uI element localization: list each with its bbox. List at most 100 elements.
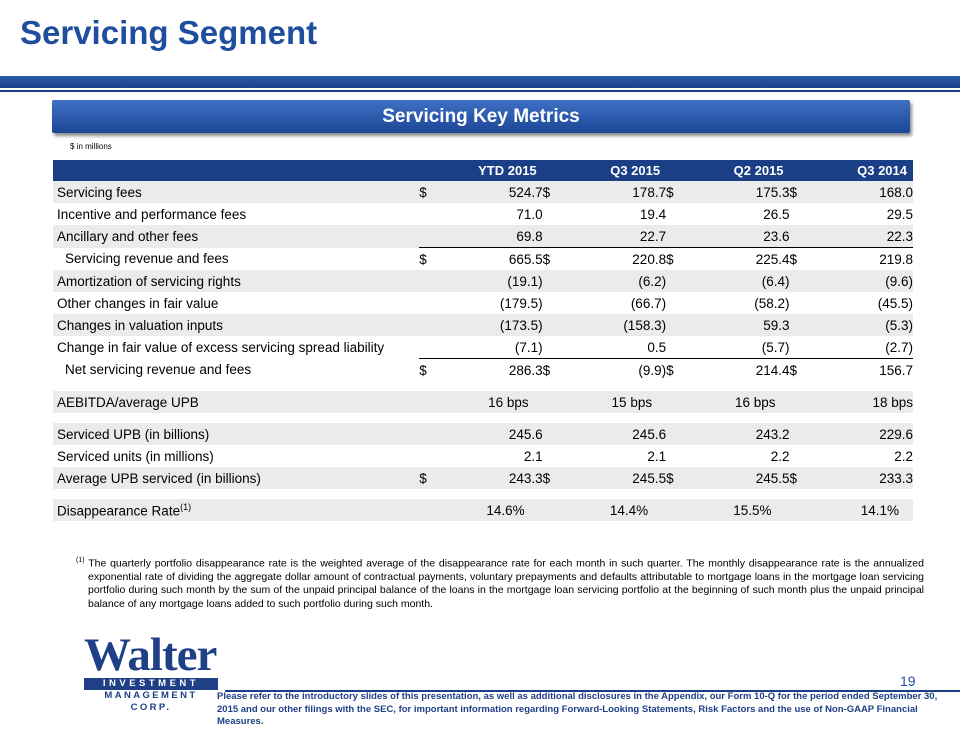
cell-value: 59.3 — [686, 314, 790, 336]
logo-subtitle: MANAGEMENT CORP. — [104, 690, 198, 713]
cell-value: (7.1) — [514, 339, 543, 355]
company-logo: Walter INVESTMENT MANAGEMENT CORP. — [84, 632, 218, 713]
footnote-text: The quarterly portfolio disappearance ra… — [88, 557, 924, 610]
cell-value: 229.6 — [809, 423, 913, 445]
table-row: Serviced units (in millions) 2.1 2.1 2.2… — [53, 445, 913, 467]
cell-value: 22.3 — [809, 225, 913, 248]
table-row: Change in fair value of excess servicing… — [53, 336, 913, 359]
cell-value: (6.2) — [562, 270, 667, 292]
row-label: Ancillary and other fees — [53, 225, 420, 248]
column-header: Q2 2015 — [666, 160, 790, 181]
cell-value: 214.4 — [686, 358, 790, 381]
cell-value: 220.8 — [562, 247, 667, 270]
cell-value: 524.7 — [439, 181, 543, 203]
cell-value: (173.5) — [439, 314, 543, 336]
cell-value: 156.7 — [809, 358, 913, 381]
currency-sign: $ — [666, 181, 687, 203]
cell-value: 219.8 — [809, 247, 913, 270]
row-label: Net servicing revenue and fees — [65, 362, 252, 378]
row-label: Average UPB serviced (in billions) — [53, 467, 420, 489]
cell-value: 18 bps — [789, 391, 913, 413]
cell-value: 243.2 — [686, 423, 790, 445]
section-banner: Servicing Key Metrics — [52, 100, 910, 133]
table-header-row: YTD 2015 Q3 2015 Q2 2015 Q3 2014 — [53, 160, 913, 181]
table-row: Servicing fees $ 524.7 $ 178.7 $ 175.3 $… — [53, 181, 913, 203]
table-row: Incentive and performance fees 71.0 19.4… — [53, 203, 913, 225]
cell-value: 665.5 — [439, 247, 543, 270]
cell-value: (5.3) — [809, 314, 913, 336]
cell-value: 245.6 — [439, 423, 543, 445]
cell-value: 14.1% — [789, 499, 913, 521]
cell-value: (6.4) — [686, 270, 790, 292]
cell-value: 15 bps — [542, 391, 667, 413]
cell-value: 178.7 — [562, 181, 667, 203]
cell-value: 225.4 — [686, 247, 790, 270]
cell-value: 69.8 — [439, 225, 543, 248]
title-rule — [0, 76, 960, 88]
logo-band: INVESTMENT — [84, 678, 218, 690]
cell-value: 15.5% — [666, 499, 790, 521]
cell-value: 2.2 — [894, 448, 913, 464]
footnote-ref: (1) — [180, 501, 192, 512]
cell-value: 19.4 — [639, 206, 667, 222]
cell-value: 14.6% — [419, 499, 543, 521]
cell-value: 2.1 — [523, 448, 543, 464]
table-row: Ancillary and other fees 69.8 22.7 23.6 … — [53, 225, 913, 248]
cell-value: (158.3) — [562, 314, 667, 336]
row-label: Servicing revenue and fees — [65, 251, 229, 267]
cell-value: (58.2) — [754, 295, 790, 311]
currency-sign: $ — [789, 467, 810, 489]
cell-value: 26.5 — [763, 206, 790, 222]
row-label: Serviced UPB (in billions) — [53, 423, 420, 445]
column-header: Q3 2014 — [789, 160, 913, 181]
cell-value: (9.9) — [562, 358, 667, 381]
table-row: Serviced UPB (in billions) 245.6 245.6 2… — [53, 423, 913, 445]
cell-value: (2.7) — [885, 339, 913, 355]
table-row: AEBITDA/average UPB 16 bps 15 bps 16 bps… — [53, 391, 913, 413]
currency-sign: $ — [666, 247, 687, 270]
currency-sign: $ — [789, 358, 810, 381]
cell-value: 0.5 — [647, 339, 667, 355]
cell-value: 245.5 — [562, 467, 667, 489]
table-row: Disappearance Rate(1) 14.6% 14.4% 15.5% … — [53, 499, 913, 521]
cell-value: 29.5 — [886, 206, 913, 222]
cell-value: 245.5 — [686, 467, 790, 489]
cell-value: (45.5) — [877, 295, 913, 311]
currency-sign: $ — [419, 247, 440, 270]
row-label: Change in fair value of excess servicing… — [57, 339, 385, 355]
row-label: Disappearance Rate(1) — [53, 499, 420, 521]
cell-value: (179.5) — [499, 295, 543, 311]
row-label-text: Disappearance Rate — [57, 503, 181, 519]
page-title: Servicing Segment — [20, 14, 318, 51]
cell-value: 245.6 — [562, 423, 667, 445]
cell-value: 71.0 — [516, 206, 543, 222]
column-header: Q3 2015 — [542, 160, 667, 181]
table-row: Changes in valuation inputs (173.5) (158… — [53, 314, 913, 336]
currency-sign: $ — [542, 467, 563, 489]
row-label: AEBITDA/average UPB — [53, 391, 420, 413]
page-number: 19 — [900, 673, 916, 689]
footnote: (1) The quarterly portfolio disappearanc… — [76, 554, 924, 611]
cell-value: 286.3 — [439, 358, 543, 381]
cell-value: 168.0 — [809, 181, 913, 203]
footer-rule — [225, 690, 960, 692]
cell-value: 175.3 — [686, 181, 790, 203]
column-header: YTD 2015 — [419, 160, 543, 181]
currency-sign: $ — [666, 358, 687, 381]
cell-value: 22.7 — [562, 225, 667, 248]
cell-value: 233.3 — [809, 467, 913, 489]
currency-sign: $ — [542, 181, 563, 203]
row-label: Incentive and performance fees — [57, 206, 247, 222]
table-row: Average UPB serviced (in billions) $ 243… — [53, 467, 913, 489]
cell-value: 14.4% — [542, 499, 667, 521]
row-label: Amortization of servicing rights — [53, 270, 420, 292]
row-label: Serviced units (in millions) — [57, 448, 214, 464]
currency-sign: $ — [419, 181, 440, 203]
currency-sign: $ — [789, 247, 810, 270]
disclaimer: Please refer to the introductory slides … — [217, 691, 938, 727]
table-row: Other changes in fair value (179.5) (66.… — [53, 292, 913, 314]
cell-value: (19.1) — [439, 270, 543, 292]
cell-value: 2.1 — [647, 448, 667, 464]
cell-value: (9.6) — [809, 270, 913, 292]
row-label: Changes in valuation inputs — [53, 314, 420, 336]
